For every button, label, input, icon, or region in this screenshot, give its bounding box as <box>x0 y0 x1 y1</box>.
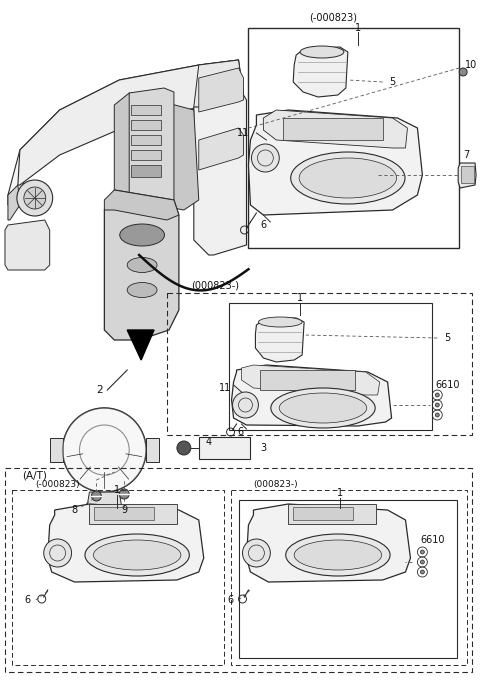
Text: 10: 10 <box>465 60 478 70</box>
Polygon shape <box>146 438 159 462</box>
Text: 4: 4 <box>205 437 212 447</box>
Ellipse shape <box>299 158 396 198</box>
Bar <box>260 370 355 390</box>
Circle shape <box>17 180 53 216</box>
Text: 1: 1 <box>297 293 303 303</box>
Polygon shape <box>114 93 199 210</box>
Ellipse shape <box>127 258 157 273</box>
Bar <box>131 150 161 160</box>
Polygon shape <box>255 318 304 362</box>
Polygon shape <box>458 163 476 188</box>
Text: (000823-): (000823-) <box>191 280 239 290</box>
Text: 7: 7 <box>463 150 469 160</box>
Circle shape <box>177 441 191 455</box>
Bar <box>95 507 154 520</box>
Text: (-000823): (-000823) <box>309 13 357 23</box>
Polygon shape <box>241 365 380 395</box>
Text: 3: 3 <box>260 443 266 453</box>
Circle shape <box>420 570 424 574</box>
Text: (A/T): (A/T) <box>22 471 47 481</box>
Ellipse shape <box>279 393 367 423</box>
Polygon shape <box>129 88 174 210</box>
Polygon shape <box>461 166 474 183</box>
Text: 5: 5 <box>444 333 450 343</box>
Circle shape <box>91 491 101 501</box>
Circle shape <box>119 489 129 499</box>
Ellipse shape <box>291 152 405 204</box>
Ellipse shape <box>286 534 390 576</box>
Circle shape <box>435 413 439 417</box>
Bar <box>131 105 161 115</box>
Text: 9: 9 <box>121 505 127 515</box>
Text: 8: 8 <box>72 505 78 515</box>
Polygon shape <box>293 47 348 97</box>
Polygon shape <box>246 504 410 582</box>
Circle shape <box>435 393 439 397</box>
Text: 11: 11 <box>238 128 250 138</box>
Circle shape <box>62 408 146 492</box>
Ellipse shape <box>127 282 157 297</box>
Text: (-000823): (-000823) <box>35 479 79 488</box>
Circle shape <box>233 392 258 418</box>
Text: 5: 5 <box>389 77 396 87</box>
Bar <box>283 118 383 140</box>
Text: (000823-): (000823-) <box>253 479 298 488</box>
Text: 6: 6 <box>238 427 243 437</box>
Text: 6: 6 <box>228 595 234 605</box>
Bar <box>131 120 161 130</box>
Polygon shape <box>50 438 62 462</box>
Text: 6: 6 <box>260 220 266 230</box>
Polygon shape <box>199 128 243 170</box>
Polygon shape <box>199 68 243 112</box>
Bar <box>131 135 161 145</box>
Bar <box>293 507 353 520</box>
Circle shape <box>420 550 424 554</box>
Ellipse shape <box>294 540 382 570</box>
Polygon shape <box>86 492 122 510</box>
Text: 6610: 6610 <box>435 380 459 390</box>
Polygon shape <box>48 504 204 582</box>
Circle shape <box>242 539 270 567</box>
Circle shape <box>24 187 46 209</box>
Text: 1: 1 <box>337 488 343 498</box>
Polygon shape <box>5 220 50 270</box>
Circle shape <box>252 144 279 172</box>
Polygon shape <box>18 60 243 185</box>
Text: 1: 1 <box>355 23 361 33</box>
Text: 11: 11 <box>218 383 231 393</box>
Bar <box>131 165 161 177</box>
Polygon shape <box>8 60 239 205</box>
Ellipse shape <box>258 317 302 327</box>
Circle shape <box>44 539 72 567</box>
Polygon shape <box>104 190 179 340</box>
Bar <box>89 504 177 524</box>
Text: 6610: 6610 <box>420 535 444 545</box>
Ellipse shape <box>271 388 375 428</box>
Text: 1: 1 <box>114 485 120 495</box>
Ellipse shape <box>120 224 165 246</box>
Polygon shape <box>104 190 179 220</box>
Polygon shape <box>264 110 408 148</box>
Bar <box>199 437 251 459</box>
Polygon shape <box>127 330 154 360</box>
Circle shape <box>420 560 424 564</box>
Text: 6: 6 <box>25 595 31 605</box>
Polygon shape <box>249 110 422 215</box>
Polygon shape <box>194 95 246 255</box>
Text: 2: 2 <box>96 385 103 395</box>
Polygon shape <box>194 60 243 200</box>
Polygon shape <box>231 365 392 426</box>
Circle shape <box>435 403 439 407</box>
Ellipse shape <box>300 46 344 58</box>
Ellipse shape <box>85 534 189 576</box>
Polygon shape <box>8 185 20 220</box>
Bar <box>288 504 376 524</box>
Ellipse shape <box>94 540 181 570</box>
Circle shape <box>459 68 467 76</box>
